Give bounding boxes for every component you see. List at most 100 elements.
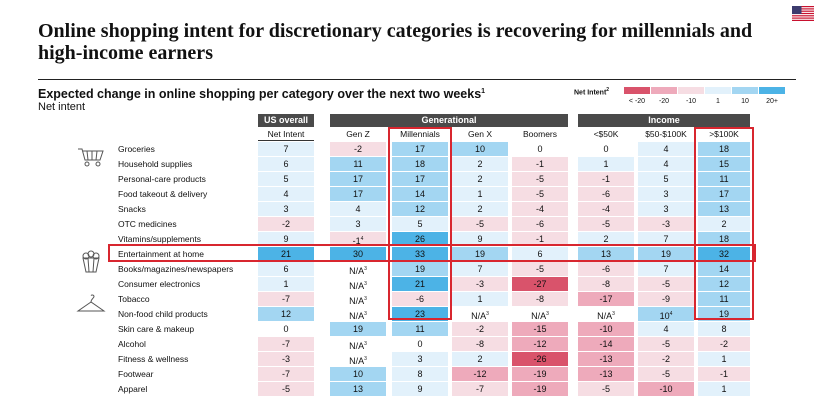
table-cell: N/A3 bbox=[349, 341, 367, 351]
table-cell: 1 bbox=[452, 292, 508, 306]
legend-swatch bbox=[732, 87, 758, 94]
table-cell: 3 bbox=[392, 352, 448, 366]
legend-swatch bbox=[678, 87, 704, 94]
table-cell: -19 bbox=[512, 367, 568, 381]
table-cell: -5 bbox=[452, 217, 508, 231]
table-cell: -5 bbox=[638, 367, 694, 381]
table-cell: N/A3 bbox=[349, 281, 367, 291]
table-cell: -5 bbox=[638, 337, 694, 351]
table-cell: 11 bbox=[698, 292, 750, 306]
table-cell: -10 bbox=[638, 382, 694, 396]
table-cell: 1 bbox=[698, 352, 750, 366]
legend-label: -10 bbox=[685, 98, 697, 105]
legend-label: -20 bbox=[658, 98, 670, 105]
table-cell: 33 bbox=[392, 247, 448, 261]
table-cell: -8 bbox=[512, 292, 568, 306]
table-cell: 3 bbox=[330, 217, 386, 231]
table-cell: 9 bbox=[392, 382, 448, 396]
table-cell: 6 bbox=[258, 262, 314, 276]
table-cell: 32 bbox=[698, 247, 750, 261]
group-header: US overall bbox=[258, 114, 314, 127]
table-cell: 13 bbox=[330, 382, 386, 396]
legend-label: 20+ bbox=[766, 98, 778, 105]
table-cell: 30 bbox=[330, 247, 386, 261]
table-cell: 1 bbox=[258, 277, 314, 291]
legend-title: Net Intent2 bbox=[574, 87, 610, 97]
table-cell: -9 bbox=[638, 292, 694, 306]
table-cell: 26 bbox=[392, 232, 448, 246]
column-header: Millennials bbox=[400, 129, 440, 139]
table-cell: 3 bbox=[258, 202, 314, 216]
table-cell: 18 bbox=[698, 142, 750, 156]
table-cell: -13 bbox=[578, 367, 634, 381]
table-cell: -12 bbox=[452, 367, 508, 381]
table-cell: 1 bbox=[698, 382, 750, 396]
table-cell: -5 bbox=[578, 382, 634, 396]
table-cell: -8 bbox=[578, 277, 634, 291]
table-cell: 11 bbox=[698, 172, 750, 186]
legend-swatch bbox=[705, 87, 731, 94]
table-cell: -26 bbox=[512, 352, 568, 366]
table-cell: -7 bbox=[258, 292, 314, 306]
table-cell: 19 bbox=[330, 322, 386, 336]
table-cell: 3 bbox=[638, 187, 694, 201]
table-cell: 17 bbox=[392, 172, 448, 186]
table-cell: N/A3 bbox=[349, 266, 367, 276]
table-cell: 6 bbox=[258, 157, 314, 171]
table-cell: 19 bbox=[392, 262, 448, 276]
row-label: Personal-care products bbox=[118, 174, 206, 184]
table-cell: 4 bbox=[638, 142, 694, 156]
page-title: Online shopping intent for discretionary… bbox=[38, 20, 753, 64]
table-cell: -1 bbox=[578, 172, 634, 186]
table-cell: 11 bbox=[392, 322, 448, 336]
legend-label: 10 bbox=[741, 98, 749, 105]
table-cell: -4 bbox=[512, 202, 568, 216]
table-cell: 21 bbox=[258, 247, 314, 261]
table-cell: -3 bbox=[638, 217, 694, 231]
table-cell: -7 bbox=[258, 367, 314, 381]
row-label: Books/magazines/newspapers bbox=[118, 264, 234, 274]
table-cell: N/A3 bbox=[349, 296, 367, 306]
table-cell: 10 bbox=[330, 367, 386, 381]
table-cell: 2 bbox=[452, 202, 508, 216]
table-cell: -3 bbox=[452, 277, 508, 291]
table-cell: -1 bbox=[512, 157, 568, 171]
table-cell: 7 bbox=[638, 262, 694, 276]
table-cell: -4 bbox=[578, 202, 634, 216]
column-header: $50-$100K bbox=[645, 129, 687, 139]
highlight-row-box bbox=[108, 244, 756, 262]
row-label: Alcohol bbox=[118, 339, 146, 349]
table-cell: -2 bbox=[452, 322, 508, 336]
table-cell: 0 bbox=[283, 324, 289, 334]
legend-swatch bbox=[624, 87, 650, 94]
row-label: Vitamins/supplements bbox=[118, 234, 201, 244]
table-cell: 13 bbox=[698, 202, 750, 216]
table-cell: 2 bbox=[452, 172, 508, 186]
row-label: Household supplies bbox=[118, 159, 193, 169]
table-cell: 2 bbox=[578, 232, 634, 246]
popcorn-icon bbox=[82, 250, 100, 273]
table-cell: 4 bbox=[258, 187, 314, 201]
table-cell: -17 bbox=[578, 292, 634, 306]
table-cell: 0 bbox=[417, 339, 423, 349]
table-cell: 17 bbox=[392, 142, 448, 156]
row-label: Entertainment at home bbox=[118, 249, 204, 259]
table-cell: N/A3 bbox=[349, 311, 367, 321]
row-label: Skin care & makeup bbox=[118, 324, 195, 334]
table-cell: -5 bbox=[258, 382, 314, 396]
table-cell: -14 bbox=[330, 232, 386, 246]
column-header: <$50K bbox=[593, 129, 619, 139]
table-cell: 5 bbox=[638, 172, 694, 186]
row-label: OTC medicines bbox=[118, 219, 177, 229]
row-label: Groceries bbox=[118, 144, 155, 154]
table-cell: -12 bbox=[512, 337, 568, 351]
legend-swatch bbox=[651, 87, 677, 94]
table-cell: -5 bbox=[512, 262, 568, 276]
table-cell: 2 bbox=[452, 352, 508, 366]
table-cell: 19 bbox=[638, 247, 694, 261]
column-header: Gen Z bbox=[346, 129, 370, 139]
table-cell: -7 bbox=[258, 337, 314, 351]
highlight-high-income-box bbox=[694, 127, 754, 320]
table-cell: 1 bbox=[452, 187, 508, 201]
table-cell: N/A3 bbox=[597, 311, 615, 321]
